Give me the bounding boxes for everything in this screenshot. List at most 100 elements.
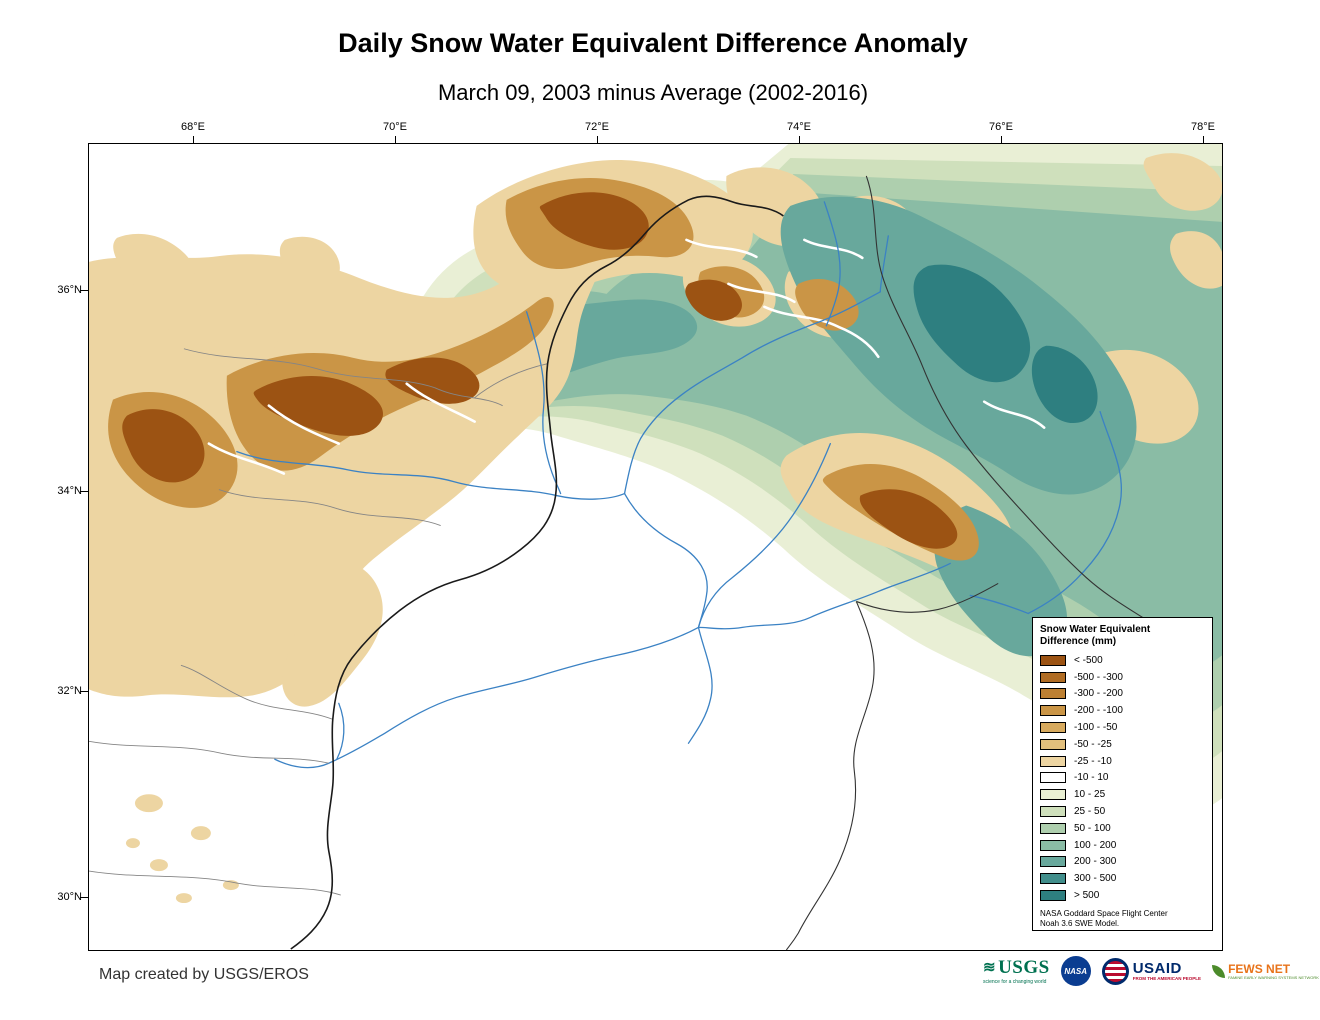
legend-entry-label: 25 - 50 (1074, 806, 1106, 818)
tick-mark (80, 897, 88, 898)
legend-swatch (1040, 722, 1066, 734)
legend-entry: -10 - 10 (1040, 770, 1205, 787)
legend-source: NASA Goddard Space Flight Center Noah 3.… (1040, 909, 1205, 929)
tick-mark (1001, 136, 1002, 143)
legend-entry-label: 50 - 100 (1074, 822, 1111, 834)
legend-entry-label: 300 - 500 (1074, 873, 1117, 885)
legend-swatch (1040, 806, 1066, 818)
legend-source-line2: Noah 3.6 SWE Model. (1040, 918, 1120, 928)
lat-label-36n: 36°N (57, 284, 82, 296)
usaid-logo: USAID FROM THE AMERICAN PEOPLE (1101, 957, 1202, 985)
legend-entry: -200 - -100 (1040, 702, 1205, 719)
legend-entry: -300 - -200 (1040, 686, 1205, 703)
lon-label-72e: 72°E (585, 121, 609, 133)
legend: Snow Water Equivalent Difference (mm) < … (1032, 617, 1213, 931)
legend-entry-label: -300 - -200 (1074, 688, 1123, 700)
legend-entry: 10 - 25 (1040, 786, 1205, 803)
tick-mark (80, 491, 88, 492)
usgs-tagline: science for a changing world (983, 978, 1047, 985)
legend-swatch (1040, 705, 1066, 717)
nasa-meatball-icon: NASA (1060, 956, 1091, 986)
legend-swatch (1040, 839, 1066, 851)
legend-source-line1: NASA Goddard Space Flight Center (1040, 908, 1168, 918)
legend-entry-label: -10 - 10 (1074, 772, 1109, 784)
glacier-streaks (207, 238, 1046, 475)
lon-label-76e: 76°E (989, 121, 1013, 133)
legend-entry: 50 - 100 (1040, 820, 1205, 837)
tick-mark (395, 136, 396, 143)
usaid-seal-icon (1101, 957, 1129, 985)
map-canvas (89, 144, 1222, 950)
lon-label-74e: 74°E (787, 121, 811, 133)
usaid-name: USAID (1132, 960, 1182, 977)
legend-entry: 200 - 300 (1040, 854, 1205, 871)
negative-anomaly-cores (108, 177, 979, 561)
legend-entry-label: -25 - -10 (1074, 755, 1112, 767)
watershed-boundaries (89, 348, 548, 896)
legend-swatch (1040, 738, 1066, 750)
lat-label-32n: 32°N (57, 685, 82, 697)
legend-entry: -500 - -300 (1040, 669, 1205, 686)
footer-logos: ≋ USGS science for a changing world NASA … (983, 956, 1319, 986)
legend-entry-label: -100 - -50 (1074, 722, 1118, 734)
legend-swatch (1040, 772, 1066, 784)
legend-swatch (1040, 873, 1066, 885)
legend-title-line1: Snow Water Equivalent (1040, 624, 1151, 635)
usgs-name: USGS (998, 956, 1050, 978)
legend-swatch (1040, 654, 1066, 666)
nasa-logo: NASA (1060, 956, 1091, 986)
page-subtitle: March 09, 2003 minus Average (2002-2016) (437, 80, 869, 105)
usgs-wave-icon: ≋ (983, 959, 997, 976)
lat-label-30n: 30°N (57, 891, 82, 903)
legend-swatch (1040, 822, 1066, 834)
legend-entry-label: 200 - 300 (1074, 856, 1117, 868)
legend-swatch (1040, 755, 1066, 767)
legend-entry-label: < -500 (1074, 654, 1103, 666)
nasa-name: NASA (1064, 966, 1088, 976)
lon-label-78e: 78°E (1191, 121, 1215, 133)
legend-entry-label: -200 - -100 (1074, 705, 1123, 717)
tick-mark (80, 290, 88, 291)
tick-mark (80, 691, 88, 692)
legend-swatch (1040, 856, 1066, 868)
leaf-icon (1212, 964, 1226, 978)
legend-entry-label: 10 - 25 (1074, 789, 1106, 801)
map-frame (88, 143, 1223, 951)
usgs-wordmark: ≋ USGS (983, 956, 1050, 978)
fewsnet-logo: FEWS NET FAMINE EARLY WARNING SYSTEMS NE… (1212, 963, 1319, 980)
lon-label-68e: 68°E (181, 121, 205, 133)
legend-entry-label: -50 - -25 (1074, 738, 1112, 750)
legend-entry: 100 - 200 (1040, 837, 1205, 854)
legend-swatch (1040, 890, 1066, 902)
page-title: Daily Snow Water Equivalent Difference A… (338, 28, 968, 58)
rivers (236, 201, 1122, 769)
map-credit: Map created by USGS/EROS (99, 966, 309, 983)
tick-mark (193, 136, 194, 143)
tick-mark (1203, 136, 1204, 143)
legend-entries: < -500 -500 - -300 -300 - -200 -200 - -1… (1040, 652, 1205, 904)
legend-entry-label: 100 - 200 (1074, 839, 1117, 851)
usgs-logo: ≋ USGS science for a changing world (983, 956, 1050, 985)
legend-title-line2: Difference (mm) (1040, 636, 1117, 647)
legend-entry: > 500 (1040, 887, 1205, 904)
legend-entry: -25 - -10 (1040, 753, 1205, 770)
lon-label-70e: 70°E (383, 121, 407, 133)
tick-mark (799, 136, 800, 143)
legend-entry: 300 - 500 (1040, 870, 1205, 887)
tick-mark (597, 136, 598, 143)
legend-swatch (1040, 688, 1066, 700)
legend-entry-label: > 500 (1074, 890, 1100, 902)
fewsnet-tagline: FAMINE EARLY WARNING SYSTEMS NETWORK (1228, 974, 1319, 980)
legend-swatch (1040, 789, 1066, 801)
legend-swatch (1040, 671, 1066, 683)
fewsnet-name: FEWS NET (1228, 961, 1291, 976)
country-boundaries (290, 175, 1207, 950)
legend-entry: -50 - -25 (1040, 736, 1205, 753)
legend-entry: < -500 (1040, 652, 1205, 669)
legend-entry: 25 - 50 (1040, 803, 1205, 820)
usaid-tagline: FROM THE AMERICAN PEOPLE (1132, 976, 1202, 981)
lat-label-34n: 34°N (57, 485, 82, 497)
legend-entry: -100 - -50 (1040, 719, 1205, 736)
legend-entry-label: -500 - -300 (1074, 671, 1123, 683)
legend-title: Snow Water Equivalent Difference (mm) (1040, 624, 1205, 648)
